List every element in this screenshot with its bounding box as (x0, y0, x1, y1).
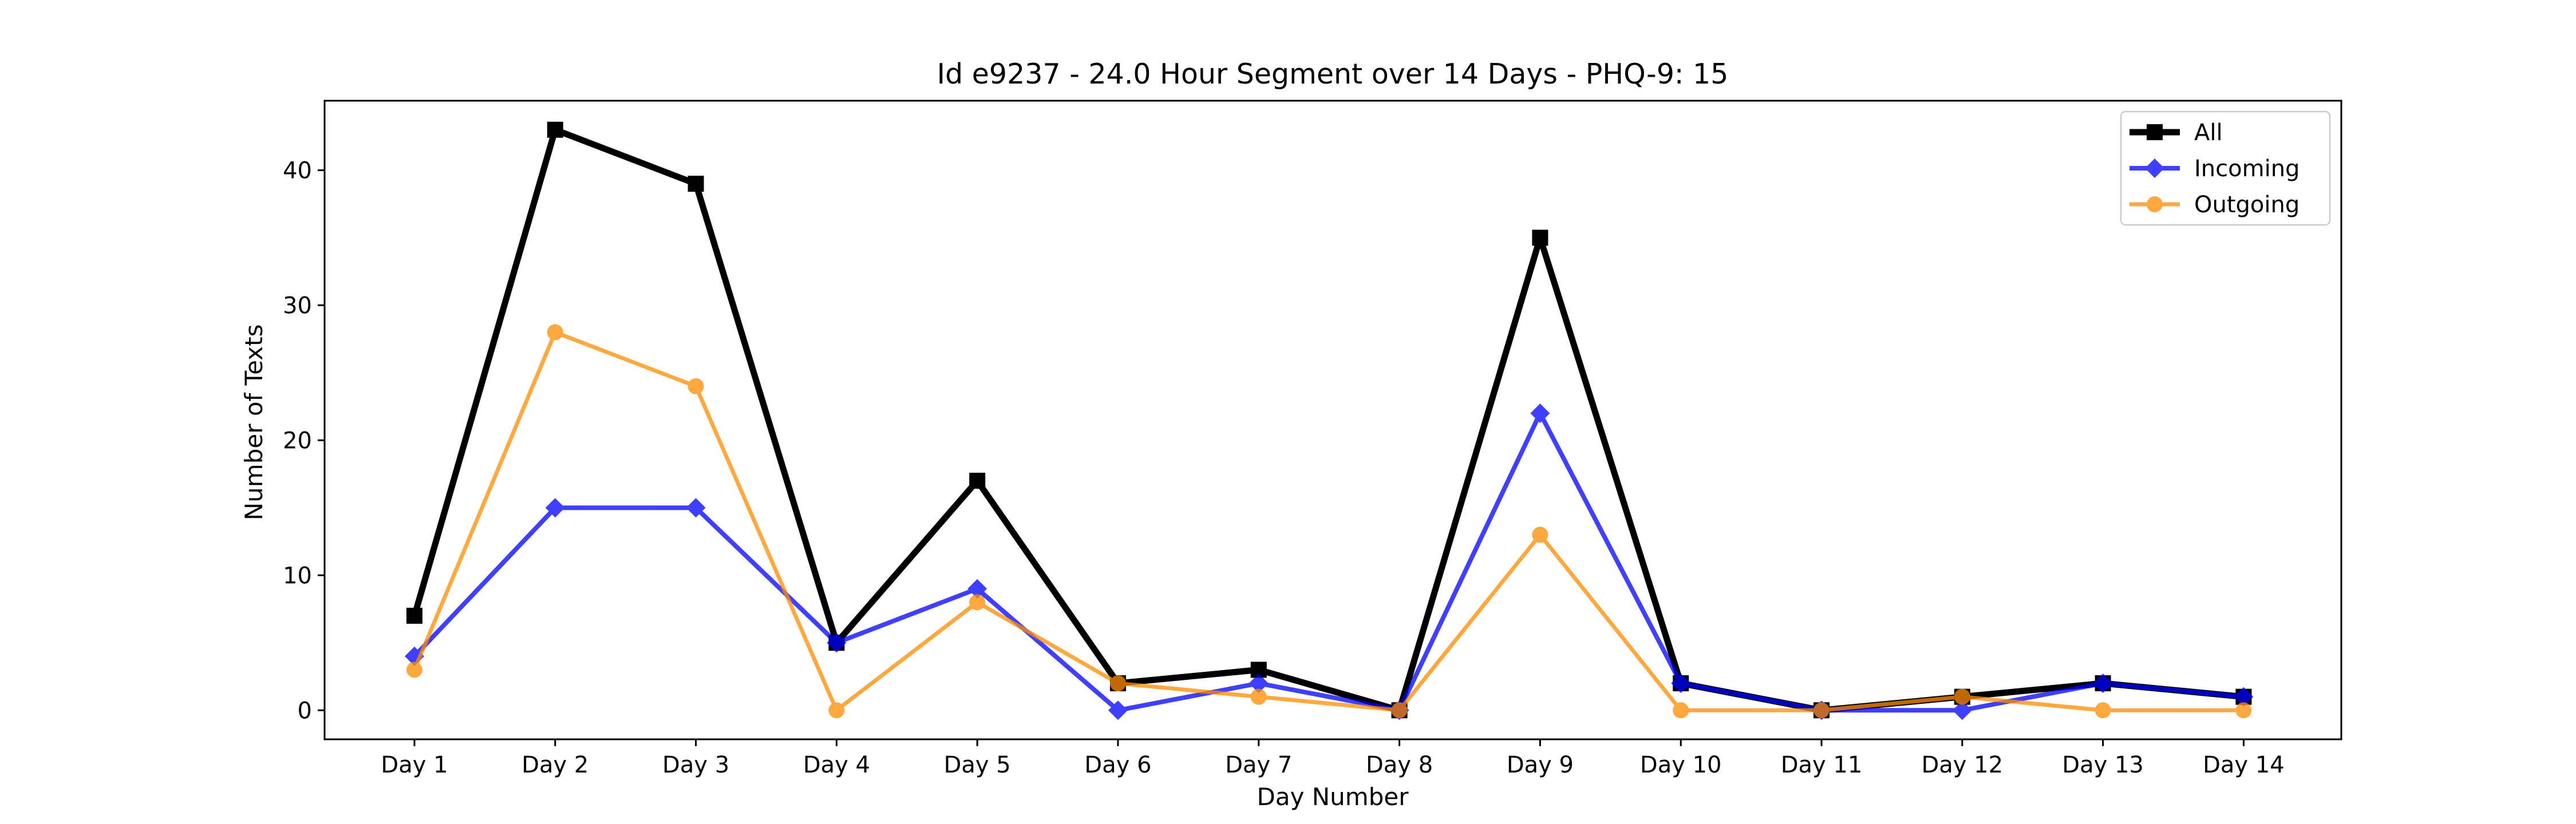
legend-label-outgoing: Outgoing (2194, 192, 2300, 218)
data-point-outgoing (1954, 688, 1970, 705)
legend-marker-all (2147, 124, 2163, 140)
series-line-all (411, 126, 2244, 714)
series-line-incoming (413, 411, 2244, 713)
data-point-outgoing (406, 661, 422, 678)
data-point-outgoing (969, 594, 986, 611)
legend-label-all: All (2194, 120, 2223, 146)
data-point-incoming (827, 633, 847, 653)
x-tick-label: Day 9 (1507, 752, 1574, 778)
legend-marker-outgoing (2147, 196, 2163, 212)
legend-entry-outgoing (2129, 196, 2180, 212)
data-point-outgoing (1673, 702, 1689, 719)
x-axis: Day 1 Day 2 Day 3 Day 4 Day 5 Day 6 Day 7 Day 8… (381, 739, 2285, 778)
x-tick-label: Day 12 (1921, 752, 2003, 778)
x-tick-label: Day 1 (381, 752, 448, 778)
y-axis: 0 10 20 30 40 (283, 158, 325, 724)
data-point-outgoing (1814, 702, 1830, 719)
data-point-all (547, 121, 563, 138)
data-point-all (406, 608, 422, 624)
x-tick-label: Day 10 (1640, 752, 1722, 778)
y-axis-label: Number of Texts (240, 324, 268, 521)
legend-entry-all (2129, 124, 2180, 140)
y-tick-label: 10 (283, 562, 312, 589)
data-point-incoming (1671, 674, 1691, 694)
x-tick-label: Day 8 (1366, 752, 1433, 778)
data-point-outgoing (1250, 688, 1267, 705)
series-all (406, 121, 2252, 719)
series-layer (404, 121, 2254, 720)
data-point-incoming (1108, 700, 1128, 720)
x-tick-label: Day 4 (803, 752, 870, 778)
series-incoming (404, 403, 2254, 720)
data-point-outgoing (2095, 702, 2111, 719)
data-point-outgoing (1532, 526, 1548, 543)
x-tick-label: Day 7 (1225, 752, 1292, 778)
y-tick-label: 40 (283, 158, 312, 184)
legend-box (2120, 110, 2331, 226)
data-point-incoming (686, 498, 706, 518)
data-point-all (969, 473, 986, 489)
chart-title: Id e9237 - 24.0 Hour Segment over 14 Day… (937, 58, 1729, 90)
data-point-outgoing (547, 324, 563, 340)
x-tick-label: Day 5 (944, 752, 1011, 778)
y-tick-label: 0 (298, 698, 312, 724)
x-tick-label: Day 6 (1084, 752, 1151, 778)
data-point-outgoing (2235, 702, 2252, 719)
data-point-outgoing (828, 702, 845, 719)
legend-entry-incoming (2129, 158, 2180, 179)
x-axis-label: Day Number (1257, 783, 1409, 811)
x-tick-label: Day 14 (2203, 752, 2285, 778)
data-point-incoming (2093, 674, 2113, 694)
legend-marker-incoming (2144, 158, 2165, 179)
data-point-all (1532, 229, 1548, 246)
x-tick-label: Day 2 (521, 752, 588, 778)
y-tick-label: 20 (283, 427, 312, 454)
x-tick-label: Day 3 (662, 752, 729, 778)
legend-label-incoming: Incoming (2194, 156, 2300, 182)
data-point-incoming (1952, 700, 1972, 720)
legend: All Incoming Outgoing (2120, 110, 2331, 226)
data-point-outgoing (1391, 702, 1408, 719)
series-line-outgoing (412, 330, 2244, 712)
y-tick-label: 30 (283, 292, 312, 319)
data-point-all (688, 176, 704, 192)
data-point-outgoing (688, 378, 704, 395)
series-outgoing (406, 324, 2252, 719)
x-tick-label: Day 13 (2062, 752, 2144, 778)
data-point-incoming (545, 498, 565, 518)
data-point-incoming (1530, 403, 1550, 423)
x-tick-label: Day 11 (1781, 752, 1863, 778)
data-point-outgoing (1110, 675, 1126, 692)
plot-frame (323, 100, 2342, 740)
